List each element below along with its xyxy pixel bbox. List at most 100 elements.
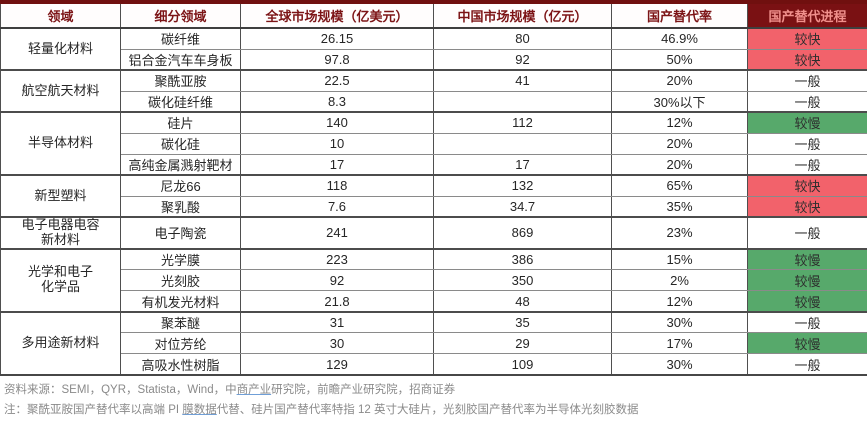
subfield-cell: 光学膜 <box>120 247 241 271</box>
china-market-cell <box>433 132 612 155</box>
global-market-cell: 92 <box>240 269 434 292</box>
col-header-substitution-rate: 国产替代率 <box>611 0 748 29</box>
china-market-cell: 386 <box>433 247 612 271</box>
china-market-cell: 869 <box>433 216 612 250</box>
china-market-cell: 34.7 <box>433 195 612 218</box>
substitution-rate-cell: 15% <box>611 247 748 271</box>
global-market-cell: 22.5 <box>240 69 434 92</box>
china-market-cell: 29 <box>433 332 612 355</box>
col-header-field: 领域 <box>0 0 121 29</box>
table-row: 聚乳酸 7.6 34.7 35% 较快 <box>1 195 867 218</box>
subfield-cell: 对位芳纶 <box>120 332 241 355</box>
subfield-cell: 硅片 <box>120 111 241 134</box>
pace-cell: 一般 <box>747 153 867 176</box>
table-row: 高吸水性树脂 129 109 30% 一般 <box>1 353 867 376</box>
global-market-cell: 21.8 <box>240 290 434 313</box>
global-market-cell: 118 <box>240 174 434 197</box>
pace-cell: 一般 <box>747 310 867 334</box>
global-market-cell: 97.8 <box>240 48 434 71</box>
substitution-rate-cell: 35% <box>611 195 748 218</box>
substitution-rate-cell: 50% <box>611 48 748 71</box>
substitution-rate-cell: 30% <box>611 310 748 334</box>
field-cell: 多用途新材料 <box>0 310 121 376</box>
china-market-cell: 112 <box>433 111 612 134</box>
subfield-cell: 聚酰亚胺 <box>120 69 241 92</box>
substitution-rate-cell: 20% <box>611 153 748 176</box>
table-row: 碳化硅纤维 8.3 30%以下 一般 <box>1 90 867 113</box>
table-header: 领域 细分领域 全球市场规模（亿美元） 中国市场规模（亿元） 国产替代率 国产替… <box>0 0 867 29</box>
china-market-cell: 80 <box>433 27 612 50</box>
substitution-rate-cell: 2% <box>611 269 748 292</box>
pace-cell: 较快 <box>747 48 867 71</box>
pace-cell: 较慢 <box>747 111 867 134</box>
substitution-rate-cell: 17% <box>611 332 748 355</box>
table-row: 光学和电子 化学品 光学膜 223 386 15% 较慢 <box>0 247 867 313</box>
col-header-china-market: 中国市场规模（亿元） <box>433 0 612 29</box>
field-cell: 航空航天材料 <box>0 69 121 113</box>
pace-cell: 较快 <box>747 195 867 218</box>
col-header-substitution-progress: 国产替代进程 <box>747 0 867 29</box>
china-market-cell: 48 <box>433 290 612 313</box>
table-row: 有机发光材料 21.8 48 12% 较慢 <box>1 290 867 313</box>
subfield-cell: 有机发光材料 <box>120 290 241 313</box>
subfield-cell: 聚乳酸 <box>120 195 241 218</box>
table-row: 高纯金属溅射靶材 17 17 20% 一般 <box>1 153 867 176</box>
pace-cell: 较慢 <box>747 290 867 313</box>
source-underlined-text: 商产业 <box>236 383 272 396</box>
pace-cell: 较快 <box>747 174 867 197</box>
substitution-rate-cell: 46.9% <box>611 27 748 50</box>
global-market-cell: 8.3 <box>240 90 434 113</box>
global-market-cell: 10 <box>240 132 434 155</box>
china-market-cell <box>433 90 612 113</box>
field-cell: 轻量化材料 <box>0 27 121 71</box>
pace-cell: 一般 <box>747 69 867 92</box>
note-underlined-text: 膜数据 <box>182 403 217 416</box>
subfield-cell: 电子陶瓷 <box>120 216 241 250</box>
subfield-cell: 碳化硅纤维 <box>120 90 241 113</box>
global-market-cell: 140 <box>240 111 434 134</box>
china-market-cell: 350 <box>433 269 612 292</box>
subfield-cell: 尼龙66 <box>120 174 241 197</box>
source-text-tail: 研究院，前瞻产业研究院，招商证券 <box>271 383 456 396</box>
subfield-cell: 碳化硅 <box>120 132 241 155</box>
china-market-cell: 17 <box>433 153 612 176</box>
table-body: 轻量化材料 碳纤维 26.15 80 46.9% 较快 铝合金汽车车身板 97.8 92 50% 较… <box>0 27 867 376</box>
pace-cell: 一般 <box>747 353 867 376</box>
table-row: 碳化硅 10 20% 一般 <box>1 132 867 155</box>
subfield-cell: 铝合金汽车车身板 <box>120 48 241 71</box>
source-text: 资料来源：SEMI，QYR，Statista，Wind，中 <box>4 383 237 396</box>
note-line: 注：聚酰亚胺国产替代率以高端 PI 膜数据代替、硅片国产替代率特指 12 英寸大… <box>4 401 862 421</box>
table-row: 光刻胶 92 350 2% 较慢 <box>1 269 867 292</box>
table-row: 对位芳纶 30 29 17% 较慢 <box>1 332 867 355</box>
substitution-rate-cell: 12% <box>611 290 748 313</box>
global-market-cell: 241 <box>240 216 434 250</box>
substitution-rate-cell: 30%以下 <box>611 90 748 113</box>
substitution-rate-cell: 23% <box>611 216 748 250</box>
pace-cell: 一般 <box>747 90 867 113</box>
subfield-cell: 光刻胶 <box>120 269 241 292</box>
subfield-cell: 高吸水性树脂 <box>120 353 241 376</box>
global-market-cell: 7.6 <box>240 195 434 218</box>
china-market-cell: 109 <box>433 353 612 376</box>
substitution-rate-cell: 30% <box>611 353 748 376</box>
global-market-cell: 129 <box>240 353 434 376</box>
pace-cell: 较慢 <box>747 332 867 355</box>
col-header-subfield: 细分领域 <box>120 0 241 29</box>
china-market-cell: 35 <box>433 310 612 334</box>
note-text: 注：聚酰亚胺国产替代率以高端 PI <box>4 403 183 416</box>
substitution-rate-cell: 12% <box>611 111 748 134</box>
table-row: 铝合金汽车车身板 97.8 92 50% 较快 <box>1 48 867 71</box>
substitution-rate-cell: 20% <box>611 132 748 155</box>
subfield-cell: 高纯金属溅射靶材 <box>120 153 241 176</box>
pace-cell: 一般 <box>747 216 867 250</box>
header-row: 领域 细分领域 全球市场规模（亿美元） 中国市场规模（亿元） 国产替代率 国产替… <box>0 0 867 29</box>
table-row: 轻量化材料 碳纤维 26.15 80 46.9% 较快 <box>0 27 867 71</box>
global-market-cell: 223 <box>240 247 434 271</box>
table-row: 半导体材料 硅片 140 112 12% 较慢 <box>0 111 867 176</box>
field-cell: 半导体材料 <box>0 111 121 176</box>
pace-cell: 一般 <box>747 132 867 155</box>
substitution-rate-cell: 65% <box>611 174 748 197</box>
pace-cell: 较慢 <box>747 247 867 271</box>
china-market-cell: 132 <box>433 174 612 197</box>
field-cell: 电子电器电容 新材料 <box>0 216 121 250</box>
